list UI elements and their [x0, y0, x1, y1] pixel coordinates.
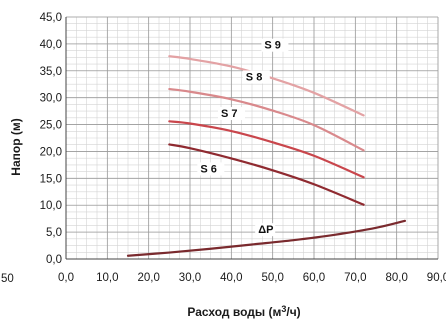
- series-label-background: [255, 223, 276, 237]
- x-tick-label: 20,0: [137, 272, 159, 284]
- series-line-s8: [168, 87, 365, 152]
- x-axis-label: Расход воды (м3/ч): [187, 304, 300, 319]
- x-tick-label: 10,0: [96, 272, 118, 284]
- x-tick-label: 60,0: [303, 272, 325, 284]
- x-tick-label: 30,0: [179, 272, 201, 284]
- axes: [65, 17, 438, 260]
- x-tick-label: 50,0: [261, 272, 283, 284]
- series-label-deltap: ΔP: [258, 224, 273, 236]
- series-label-background: [197, 162, 225, 176]
- x-tick-labels: 0,0 10,0 20,0 30,0 40,0 50,0 60,0 70,0 80,0 90,0: [58, 272, 446, 284]
- series-labels: S 9 S 8 S 7 S 6 ΔP: [197, 38, 289, 237]
- y-tick-label: 5,0: [46, 227, 62, 239]
- y-axis-label: Напор (м): [9, 118, 23, 175]
- series-label-background: [218, 107, 245, 121]
- series-line-s6: [168, 143, 365, 206]
- x-tick-label: 90,0: [427, 272, 446, 284]
- y-tick-label: 25,0: [40, 120, 62, 132]
- x-tick-label: 80,0: [385, 272, 407, 284]
- x-tick-label: 40,0: [220, 272, 242, 284]
- minor-grid: [65, 16, 439, 260]
- series-line-deltap: [126, 219, 407, 257]
- y-tick-label: 30,0: [40, 93, 62, 105]
- y-tick-label: 15,0: [40, 173, 62, 185]
- y-tick-label: 40,0: [40, 39, 62, 51]
- x-axis-label-superscript: 3: [281, 304, 286, 314]
- series-lines: [126, 55, 407, 257]
- y-tick-label: 10,0: [40, 200, 62, 212]
- x-axis-label-main: Расход воды (м: [187, 305, 281, 319]
- series-line-s7: [168, 120, 365, 179]
- series-label-s6: S 6: [200, 163, 217, 175]
- series-label-s8: S 8: [246, 71, 263, 83]
- series-label-s7: S 7: [221, 108, 238, 120]
- series-label-s9: S 9: [264, 40, 281, 52]
- cropped-left-tick-label: 50: [1, 273, 14, 285]
- x-axis-label-tail: /ч): [286, 305, 300, 319]
- series-label-background: [242, 70, 270, 84]
- y-tick-label: 35,0: [40, 66, 62, 78]
- y-tick-label: 20,0: [40, 146, 62, 158]
- y-tick-label: 0,0: [46, 254, 62, 266]
- x-tick-label: 70,0: [344, 272, 366, 284]
- x-tick-label: 0,0: [58, 272, 74, 284]
- y-tick-labels: 0,0 5,0 10,0 15,0 20,0 25,0 30,0 35,0 40,0 45,0: [40, 12, 62, 266]
- y-tick-label: 45,0: [40, 12, 62, 24]
- series-label-background: [261, 38, 289, 52]
